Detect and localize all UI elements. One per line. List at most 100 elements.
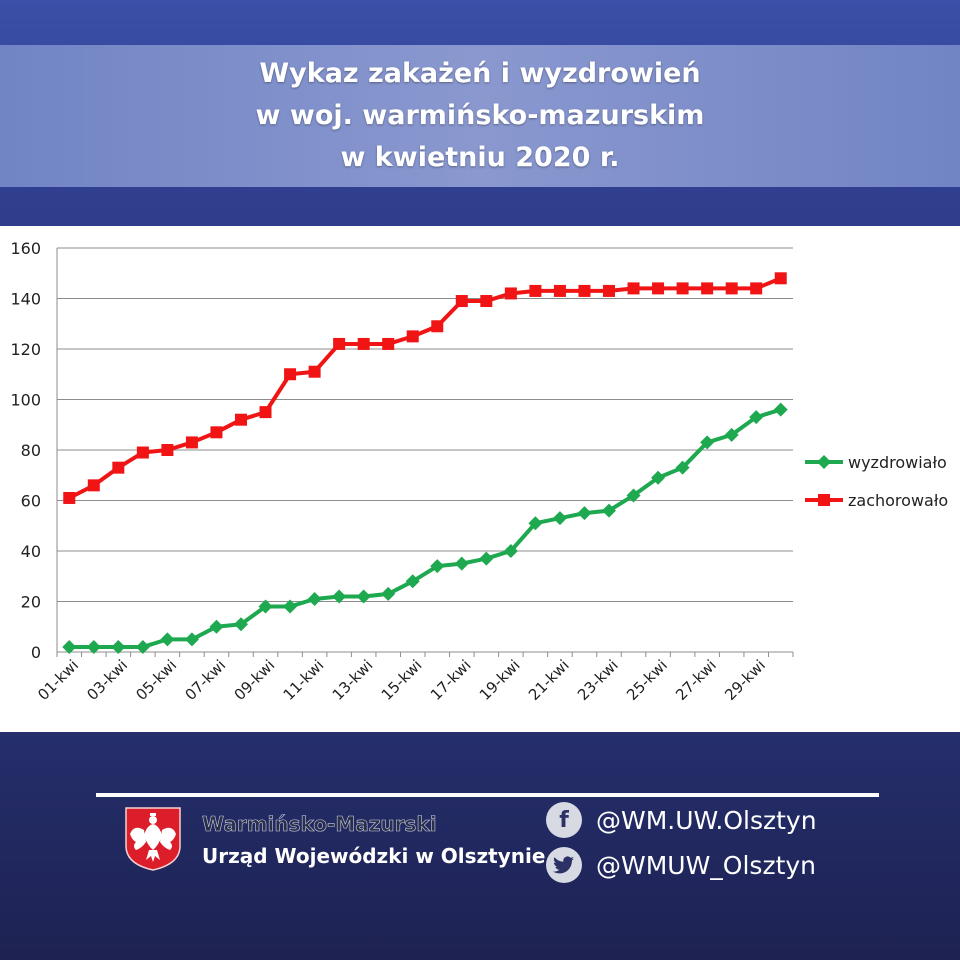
legend-marker xyxy=(817,455,831,469)
data-point xyxy=(235,413,247,426)
twitter-link[interactable]: @WMUW_Olsztyn xyxy=(546,845,816,885)
x-tick-label: 15-kwi xyxy=(378,656,426,704)
data-point xyxy=(480,295,493,308)
data-point xyxy=(675,460,690,475)
data-point xyxy=(528,516,543,531)
data-point xyxy=(307,591,322,606)
data-point xyxy=(185,436,198,449)
data-point xyxy=(725,282,738,295)
x-tick-label: 19-kwi xyxy=(476,656,524,704)
data-point xyxy=(626,488,641,503)
data-point xyxy=(111,639,126,654)
legend-marker xyxy=(818,494,830,506)
data-point xyxy=(184,632,199,647)
footer-divider xyxy=(96,793,879,797)
data-point xyxy=(86,639,101,654)
x-tick-label: 05-kwi xyxy=(132,656,180,704)
data-point xyxy=(774,272,787,285)
data-point xyxy=(504,287,517,300)
data-point xyxy=(160,632,175,647)
y-tick-label: 140 xyxy=(10,290,41,309)
data-point xyxy=(455,295,468,308)
data-point xyxy=(284,368,297,381)
data-point xyxy=(63,491,76,504)
data-point xyxy=(700,435,715,450)
data-point xyxy=(652,282,665,295)
x-tick-label: 09-kwi xyxy=(231,656,279,704)
data-point xyxy=(62,639,77,654)
data-point xyxy=(87,479,100,492)
data-point xyxy=(479,551,494,566)
x-tick-label: 23-kwi xyxy=(574,656,622,704)
y-tick-label: 60 xyxy=(21,492,41,511)
org-name-line-1: Warmińsko-Mazurski xyxy=(202,812,437,837)
data-point xyxy=(161,444,174,456)
x-tick-label: 07-kwi xyxy=(181,656,229,704)
legend-label: zachorowało xyxy=(848,491,948,510)
data-point xyxy=(258,599,273,614)
y-tick-label: 120 xyxy=(10,340,41,359)
data-point xyxy=(552,511,567,526)
org-name-line-2: Urząd Wojewódzki w Olsztynie xyxy=(202,844,546,868)
data-point xyxy=(332,589,347,604)
data-point xyxy=(381,586,396,601)
data-point xyxy=(308,365,321,378)
series-line-1 xyxy=(69,407,782,649)
x-tick-label: 01-kwi xyxy=(34,656,82,704)
data-point xyxy=(602,503,616,518)
data-point xyxy=(553,284,566,297)
y-tick-label: 80 xyxy=(21,441,41,460)
y-tick-label: 20 xyxy=(21,593,41,612)
y-tick-label: 40 xyxy=(21,542,41,561)
data-point xyxy=(209,619,224,634)
data-point xyxy=(333,337,346,350)
y-tick-label: 100 xyxy=(10,391,41,410)
data-point xyxy=(773,402,788,417)
chart-title-line-2: w woj. warmińsko-mazurskim xyxy=(255,100,705,131)
chart-title-line-1: Wykaz zakażeń i wyzdrowień xyxy=(259,58,701,89)
data-point xyxy=(430,559,445,574)
data-point xyxy=(503,544,518,558)
data-point xyxy=(529,284,542,297)
legend-label: wyzdrowiało xyxy=(848,453,947,472)
data-point xyxy=(136,446,149,459)
data-point xyxy=(724,427,739,442)
data-point xyxy=(578,284,591,297)
data-point xyxy=(749,410,764,425)
data-point xyxy=(454,556,469,571)
data-point xyxy=(382,337,395,350)
data-point xyxy=(234,617,248,632)
x-tick-label: 29-kwi xyxy=(721,656,769,704)
twitter-icon xyxy=(546,847,582,883)
x-tick-label: 21-kwi xyxy=(525,656,573,704)
data-point xyxy=(577,506,592,521)
x-tick-label: 11-kwi xyxy=(280,656,328,704)
data-point xyxy=(750,282,763,295)
data-point xyxy=(676,282,689,295)
title-band: Wykaz zakażeń i wyzdrowień w woj. warmiń… xyxy=(0,45,960,187)
data-point xyxy=(405,574,420,589)
data-point xyxy=(112,461,125,474)
x-tick-label: 27-kwi xyxy=(672,656,720,704)
facebook-handle: @WM.UW.Olsztyn xyxy=(596,805,817,835)
data-point xyxy=(357,337,370,350)
chart-title-line-3: w kwietniu 2020 r. xyxy=(340,142,620,173)
facebook-link[interactable]: f @WM.UW.Olsztyn xyxy=(546,800,817,840)
facebook-icon: f xyxy=(546,802,582,838)
twitter-handle: @WMUW_Olsztyn xyxy=(596,850,817,880)
data-point xyxy=(283,599,298,614)
x-tick-label: 13-kwi xyxy=(329,656,377,704)
x-tick-label: 17-kwi xyxy=(427,656,475,704)
data-point xyxy=(406,330,419,343)
data-point xyxy=(135,639,150,654)
data-point xyxy=(210,426,223,439)
x-tick-label: 25-kwi xyxy=(623,656,671,704)
data-point xyxy=(603,284,615,297)
series-line-2 xyxy=(68,276,782,500)
data-point xyxy=(701,282,714,295)
x-tick-label: 03-kwi xyxy=(83,656,131,704)
data-point xyxy=(259,406,272,419)
chart-panel: 0 20 40 60 80 100 120 140 160 01-kwi 03-kwi 05-kwi 0… xyxy=(0,226,960,732)
y-tick-label: 160 xyxy=(10,239,41,258)
